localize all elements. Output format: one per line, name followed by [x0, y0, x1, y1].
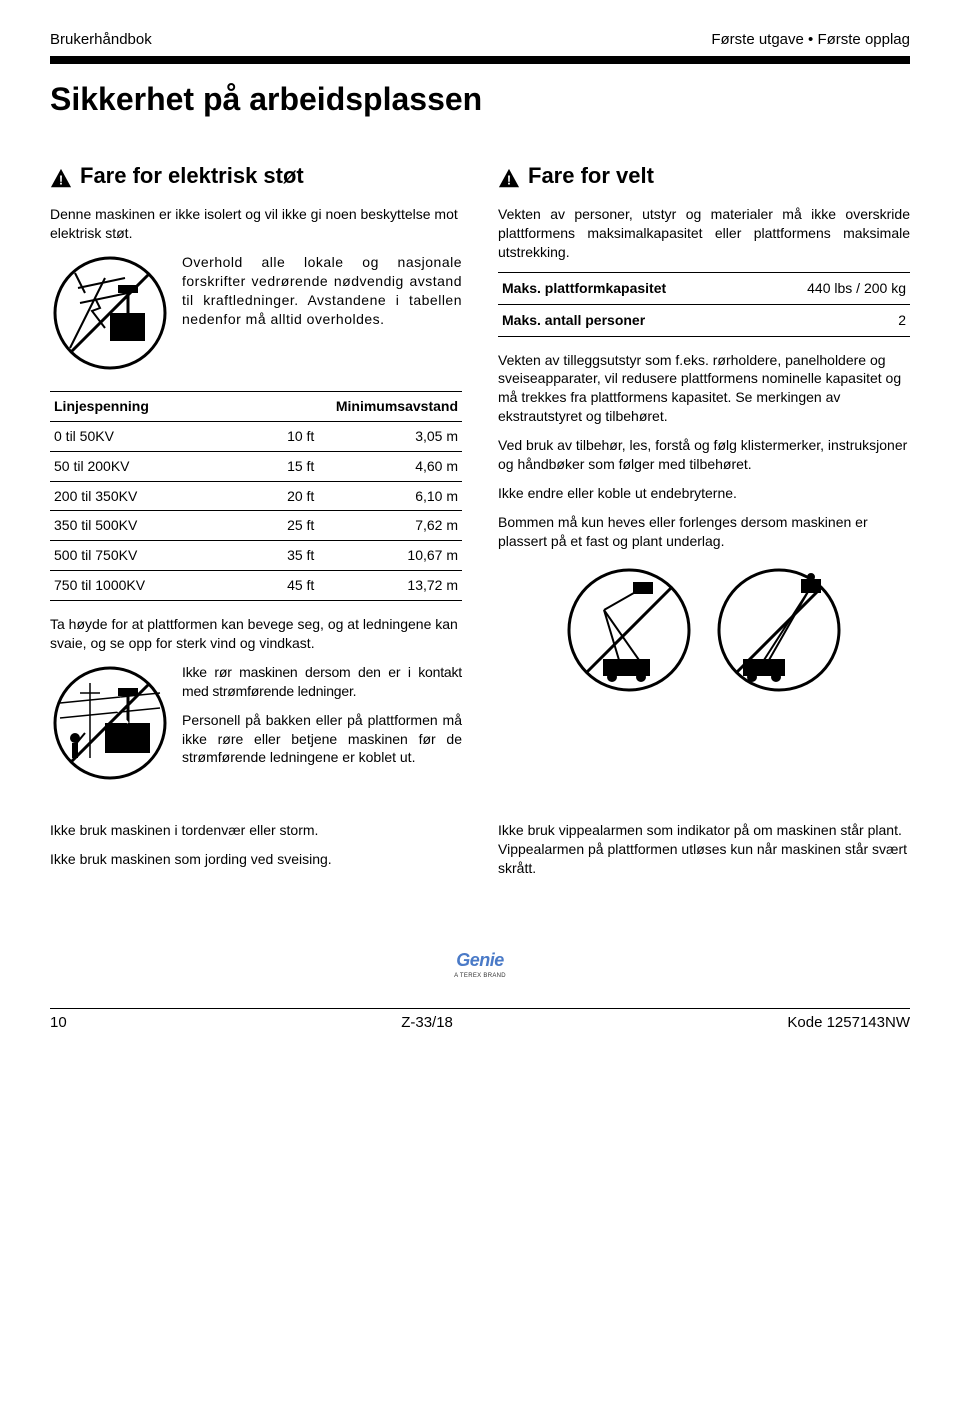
tipover-p5: Bommen må kun heves eller forlenges ders…	[498, 513, 910, 551]
electric-p7: Ikke bruk maskinen som jording ved sveis…	[50, 850, 462, 869]
table-row: 750 til 1000KV45 ft13,72 m	[50, 571, 462, 601]
genie-logo-sub: A TEREX BRAND	[50, 972, 910, 980]
warning-icon: !	[50, 166, 72, 186]
electric-p2: Overhold alle lokale og nasjonale forskr…	[182, 253, 462, 329]
footer-model: Z-33/18	[401, 1013, 453, 1033]
section-tipover: ! Fare for velt	[498, 161, 910, 191]
electric-illustration-block: Overhold alle lokale og nasjonale forskr…	[50, 253, 462, 373]
header-left: Brukerhåndbok	[50, 30, 152, 50]
page-title: Sikkerhet på arbeidsplassen	[50, 78, 910, 121]
page-header: Brukerhåndbok Første utgave • Første opp…	[50, 30, 910, 50]
table-row: 0 til 50KV10 ft3,05 m	[50, 421, 462, 451]
capacity-table: Maks. plattformkapasitet 440 lbs / 200 k…	[498, 272, 910, 337]
footer-logo-block: Genie A TEREX BRAND	[50, 948, 910, 980]
distance-table: Linjespenning Minimumsavstand 0 til 50KV…	[50, 391, 462, 601]
page-footer: 10 Z-33/18 Kode 1257143NW	[50, 1008, 910, 1033]
right-column: ! Fare for velt Vekten av personer, utst…	[498, 161, 910, 800]
footer-code: Kode 1257143NW	[787, 1013, 910, 1033]
warning-icon: !	[498, 166, 520, 186]
section-electric-shock: ! Fare for elektrisk støt	[50, 161, 462, 191]
capacity-val-2: 2	[752, 304, 910, 336]
section-tipover-title: Fare for velt	[528, 161, 654, 191]
bottom-right: Ikke bruk vippealarmen som indikator på …	[498, 821, 910, 888]
touch-prohibit-icon	[50, 663, 170, 783]
svg-text:!: !	[507, 173, 511, 188]
bottom-row: Ikke bruk maskinen i tordenvær eller sto…	[50, 821, 910, 888]
table-row: 200 til 350KV20 ft6,10 m	[50, 481, 462, 511]
electric-p4: Ikke rør maskinen dersom den er i kontak…	[182, 663, 462, 701]
header-right: Første utgave • Første opplag	[711, 30, 910, 50]
table-row: Maks. antall personer 2	[498, 304, 910, 336]
table-row: Maks. plattformkapasitet 440 lbs / 200 k…	[498, 272, 910, 304]
electric-p3: Ta høyde for at plattformen kan bevege s…	[50, 615, 462, 653]
content-columns: ! Fare for elektrisk støt Denne maskinen…	[50, 161, 910, 800]
section-electric-title: Fare for elektrisk støt	[80, 161, 304, 191]
capacity-label-2: Maks. antall personer	[498, 304, 752, 336]
tipover-p6: Ikke bruk vippealarmen som indikator på …	[498, 821, 910, 878]
tipover-p4: Ikke endre eller koble ut endebryterne.	[498, 484, 910, 503]
tipover-p3: Ved bruk av tilbehør, les, forstå og føl…	[498, 436, 910, 474]
capacity-val-1: 440 lbs / 200 kg	[752, 272, 910, 304]
electric-p1: Denne maskinen er ikke isolert og vil ik…	[50, 205, 462, 243]
electric-p5: Personell på bakken eller på plattformen…	[182, 711, 462, 768]
electric-block2-text: Ikke rør maskinen dersom den er i kontak…	[182, 663, 462, 777]
bottom-left: Ikke bruk maskinen i tordenvær eller sto…	[50, 821, 462, 888]
genie-logo: Genie	[50, 948, 910, 972]
table-row: 500 til 750KV35 ft10,67 m	[50, 541, 462, 571]
left-column: ! Fare for elektrisk støt Denne maskinen…	[50, 161, 462, 800]
electric-p6: Ikke bruk maskinen i tordenvær eller sto…	[50, 821, 462, 840]
footer-page: 10	[50, 1013, 67, 1033]
header-rule	[50, 56, 910, 64]
lift-folded-prohibit-icon	[564, 565, 694, 695]
lift-extended-prohibit-icon	[714, 565, 844, 695]
tipover-p2: Vekten av tilleggsutstyr som f.eks. rørh…	[498, 351, 910, 427]
electric-illustration-block-2: Ikke rør maskinen dersom den er i kontak…	[50, 663, 462, 783]
svg-text:!: !	[59, 173, 63, 188]
dist-col1-header: Linjespenning	[50, 391, 232, 421]
tipover-icon-pair	[498, 565, 910, 695]
tipover-p1: Vekten av personer, utstyr og materialer…	[498, 205, 910, 262]
dist-col2-header: Minimumsavstand	[232, 391, 462, 421]
capacity-label-1: Maks. plattformkapasitet	[498, 272, 752, 304]
table-row: 50 til 200KV15 ft4,60 m	[50, 451, 462, 481]
table-row: 350 til 500KV25 ft7,62 m	[50, 511, 462, 541]
powerline-prohibit-icon	[50, 253, 170, 373]
